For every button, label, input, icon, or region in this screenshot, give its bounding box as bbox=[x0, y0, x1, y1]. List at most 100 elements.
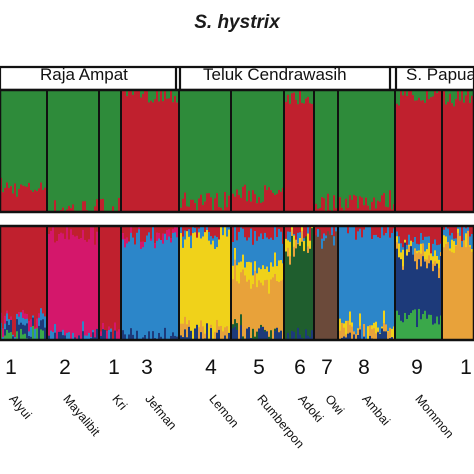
ancestry-segment bbox=[234, 326, 237, 341]
ancestry-segment bbox=[188, 90, 191, 208]
ancestry-segment bbox=[242, 90, 245, 188]
ancestry-segment bbox=[232, 328, 235, 341]
ancestry-segment bbox=[385, 331, 388, 341]
ancestry-segment bbox=[156, 90, 159, 213]
ancestry-segment bbox=[420, 319, 423, 341]
ancestry-segment bbox=[148, 102, 151, 213]
ancestry-segment bbox=[363, 205, 366, 213]
ancestry-segment bbox=[309, 226, 312, 241]
ancestry-segment bbox=[92, 227, 95, 331]
ancestry-segment bbox=[206, 226, 209, 231]
ancestry-segment bbox=[116, 331, 119, 341]
panel-k2 bbox=[0, 88, 474, 214]
ancestry-segment bbox=[244, 90, 247, 186]
ancestry-segment bbox=[424, 261, 427, 312]
ancestry-segment bbox=[418, 251, 421, 260]
ancestry-segment bbox=[100, 226, 103, 332]
ancestry-segment bbox=[254, 90, 257, 195]
ancestry-segment bbox=[406, 244, 409, 250]
ancestry-segment bbox=[204, 232, 207, 334]
ancestry-segment bbox=[62, 226, 65, 234]
ancestry-segment bbox=[176, 237, 179, 337]
ancestry-segment bbox=[319, 226, 322, 231]
ancestry-segment bbox=[289, 264, 292, 339]
ancestry-segment bbox=[383, 323, 386, 332]
ancestry-segment bbox=[349, 324, 352, 333]
ancestry-segment bbox=[319, 229, 322, 341]
ancestry-segment bbox=[138, 90, 141, 213]
ancestry-segment bbox=[236, 330, 239, 341]
ancestry-segment bbox=[280, 231, 283, 261]
ancestry-segment bbox=[369, 90, 372, 210]
population-block-pop-10 bbox=[443, 90, 474, 213]
ancestry-segment bbox=[168, 226, 171, 230]
ancestry-segment bbox=[398, 226, 401, 237]
ancestry-segment bbox=[68, 239, 71, 333]
ancestry-segment bbox=[62, 207, 65, 213]
ancestry-segment bbox=[18, 226, 21, 313]
ancestry-segment bbox=[270, 330, 273, 341]
ancestry-segment bbox=[453, 106, 456, 213]
population-separator bbox=[230, 90, 232, 212]
ancestry-segment bbox=[174, 90, 177, 97]
ancestry-segment bbox=[383, 235, 386, 311]
ancestry-segment bbox=[152, 102, 155, 213]
ancestry-segment bbox=[8, 319, 11, 326]
ancestry-segment bbox=[379, 201, 382, 213]
ancestry-segment bbox=[469, 245, 472, 248]
ancestry-segment bbox=[114, 330, 117, 341]
ancestry-segment bbox=[367, 326, 370, 340]
ancestry-segment bbox=[96, 199, 99, 213]
ancestry-segment bbox=[440, 243, 442, 253]
ancestry-segment bbox=[254, 230, 257, 262]
ancestry-segment bbox=[359, 228, 362, 314]
ancestry-segment bbox=[309, 248, 312, 250]
ancestry-segment bbox=[256, 331, 259, 341]
ancestry-segment bbox=[130, 226, 133, 234]
ancestry-segment bbox=[176, 336, 179, 341]
ancestry-segment bbox=[465, 90, 468, 96]
ancestry-segment bbox=[406, 319, 409, 341]
ancestry-segment bbox=[156, 226, 159, 233]
ancestry-segment bbox=[254, 226, 257, 232]
ancestry-segment bbox=[218, 239, 221, 327]
ancestry-segment bbox=[351, 90, 354, 201]
ancestry-segment bbox=[78, 238, 81, 336]
population-number: 8 bbox=[358, 356, 370, 379]
ancestry-segment bbox=[182, 247, 185, 324]
ancestry-segment bbox=[194, 232, 197, 329]
ancestry-segment bbox=[379, 238, 382, 334]
ancestry-segment bbox=[188, 236, 191, 321]
ancestry-segment bbox=[152, 226, 155, 332]
ancestry-segment bbox=[303, 238, 306, 242]
ancestry-segment bbox=[343, 90, 346, 211]
ancestry-segment bbox=[416, 226, 419, 245]
ancestry-segment bbox=[16, 90, 19, 198]
ancestry-segment bbox=[154, 90, 157, 100]
ancestry-segment bbox=[418, 308, 421, 341]
ancestry-segment bbox=[224, 90, 227, 193]
ancestry-segment bbox=[377, 226, 380, 238]
ancestry-segment bbox=[234, 196, 237, 213]
ancestry-segment bbox=[445, 236, 448, 245]
ancestry-segment bbox=[38, 188, 41, 213]
ancestry-segment bbox=[424, 236, 427, 252]
ancestry-segment bbox=[451, 239, 454, 253]
population-number: 6 bbox=[294, 356, 306, 379]
ancestry-segment bbox=[210, 236, 213, 245]
population-separator bbox=[178, 226, 180, 340]
ancestry-segment bbox=[349, 195, 352, 213]
ancestry-segment bbox=[381, 326, 384, 329]
ancestry-segment bbox=[238, 194, 241, 213]
ancestry-segment bbox=[321, 238, 324, 250]
ancestry-segment bbox=[383, 331, 386, 341]
ancestry-segment bbox=[82, 331, 85, 341]
ancestry-segment bbox=[349, 332, 352, 341]
ancestry-segment bbox=[469, 246, 472, 341]
ancestry-segment bbox=[190, 235, 193, 249]
ancestry-segment bbox=[297, 104, 300, 213]
ancestry-segment bbox=[426, 259, 429, 269]
ancestry-segment bbox=[216, 319, 219, 334]
ancestry-segment bbox=[359, 226, 362, 230]
